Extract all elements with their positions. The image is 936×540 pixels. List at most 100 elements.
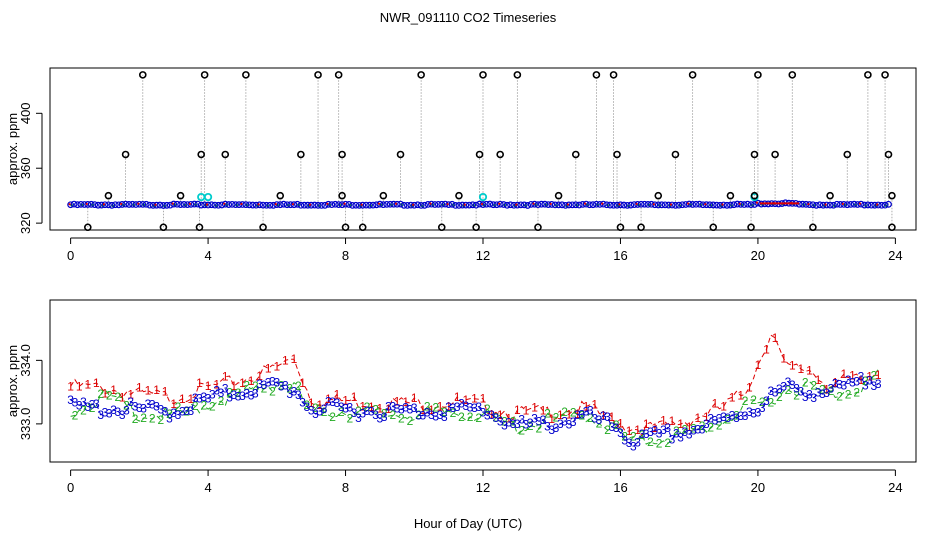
bottom-series-point-3: 3 [694,423,701,437]
top-baseline-point-1 [583,202,587,205]
top-baseline-point-1 [841,202,844,205]
bottom-series-point-3: 3 [836,378,843,392]
top-baseline-point [634,201,642,208]
bottom-series-point-1: 1 [574,407,581,421]
top-outlier-point [242,71,250,79]
top-baseline-point [290,201,298,209]
bottom-x-tick-label: 20 [751,480,765,495]
bottom-series-point-3: 3 [862,379,869,393]
top-baseline-point [727,201,734,209]
bottom-series-point-2: 2 [759,395,766,409]
bottom-series-point-3: 3 [789,378,796,392]
bottom-series-point-1: 1 [351,390,358,404]
top-baseline-point [702,201,710,209]
bottom-series-point-3: 3 [235,389,242,403]
top-outlier-point [754,71,762,79]
top-baseline-point [156,201,164,209]
bottom-series-point-1: 1 [316,398,323,412]
top-baseline-point [507,201,514,209]
bottom-series-point-2: 2 [398,411,405,425]
bottom-series-point-2: 2 [157,413,164,427]
top-baseline-point [867,201,875,209]
bottom-series-point-1: 1 [445,400,452,414]
top-baseline-point [190,200,198,208]
bottom-series-point-3: 3 [780,379,787,393]
bottom-series-point-1: 1 [110,383,117,397]
top-baseline-point [428,200,435,208]
top-baseline-point-1 [480,202,484,206]
top-baseline-point [830,201,837,209]
top-baseline-point-1 [360,203,363,206]
top-baseline-point [881,201,889,209]
top-baseline-point [524,202,532,209]
top-baseline-point [720,201,727,209]
bottom-series-point-1: 1 [523,404,530,418]
bottom-series-point-3: 3 [428,408,435,422]
bottom-series-point-3: 3 [523,418,530,432]
bottom-series-point-2: 2 [149,412,156,426]
bottom-series-point-3: 3 [626,436,633,450]
top-baseline-point [417,201,425,209]
top-baseline-point [434,200,442,208]
top-baseline-point-1 [240,202,243,206]
bottom-series-point-3: 3 [192,391,199,405]
bottom-series-point-2: 2 [372,403,379,417]
bottom-series-point-1: 1 [222,370,229,384]
bottom-series-point-3: 3 [828,382,835,396]
top-outlier-point [479,71,487,79]
top-baseline-point [414,201,422,209]
bottom-series-point-3: 3 [213,384,220,398]
top-baseline-point-1 [601,202,604,205]
top-baseline-point-1 [343,202,346,205]
bottom-x-tick-label: 24 [888,480,902,495]
bottom-series-point-3: 3 [501,418,508,432]
bottom-series-point-2: 2 [407,414,414,428]
bottom-series-point-1: 1 [136,381,143,395]
bottom-series-point-3: 3 [256,377,263,391]
top-baseline-point [194,200,202,208]
top-baseline-point-1 [394,202,398,205]
bottom-series-point-3: 3 [742,409,749,423]
top-baseline-point [623,201,631,209]
top-baseline-point [173,200,181,208]
top-outlier-point [709,223,718,232]
top-outlier-point [534,223,542,232]
bottom-series-point-2: 2 [544,407,551,421]
bottom-series-point-3: 3 [179,404,186,418]
bottom-series-point-3: 3 [132,400,139,414]
top-baseline-point [668,201,676,209]
bottom-series-point-3: 3 [737,409,744,423]
bottom-series-point-3: 3 [175,408,182,422]
top-baseline-point [730,201,738,209]
top-baseline-point-1 [154,203,157,206]
bottom-series-point-1: 1 [76,379,83,393]
top-baseline-point [294,200,301,208]
bottom-series-point-3: 3 [420,409,427,423]
bottom-series-point-3: 3 [540,413,547,427]
bottom-series-point-1: 1 [832,376,839,390]
top-x-tick-label: 4 [204,248,211,263]
bottom-x-tick-label: 16 [613,480,627,495]
bottom-series-point-2: 2 [484,402,491,416]
top-baseline-point [94,201,102,209]
top-baseline-point-1 [137,202,140,205]
top-baseline-point-1 [876,203,879,206]
bottom-series-point-1: 1 [84,378,91,392]
bottom-plot-frame [49,299,917,463]
top-baseline-point [751,201,758,208]
bottom-series-point-3: 3 [609,420,616,434]
bottom-series-point-2: 2 [252,379,259,393]
bottom-series-point-1: 1 [840,367,847,381]
bottom-series-point-3: 3 [338,400,345,414]
bottom-series-point-2: 2 [682,423,689,437]
bottom-series-point-2: 2 [621,430,628,444]
bottom-series-point-1: 1 [411,391,418,405]
bottom-series-point-2: 2 [578,409,585,423]
top-outlier-point [747,223,755,232]
bottom-series-point-3: 3 [372,408,379,422]
bottom-series-point-3: 3 [200,390,207,404]
top-baseline-point [421,201,428,209]
top-baseline-point [462,201,470,209]
bottom-series-point-2: 2 [793,389,800,403]
bottom-series-point-1: 1 [153,383,160,397]
